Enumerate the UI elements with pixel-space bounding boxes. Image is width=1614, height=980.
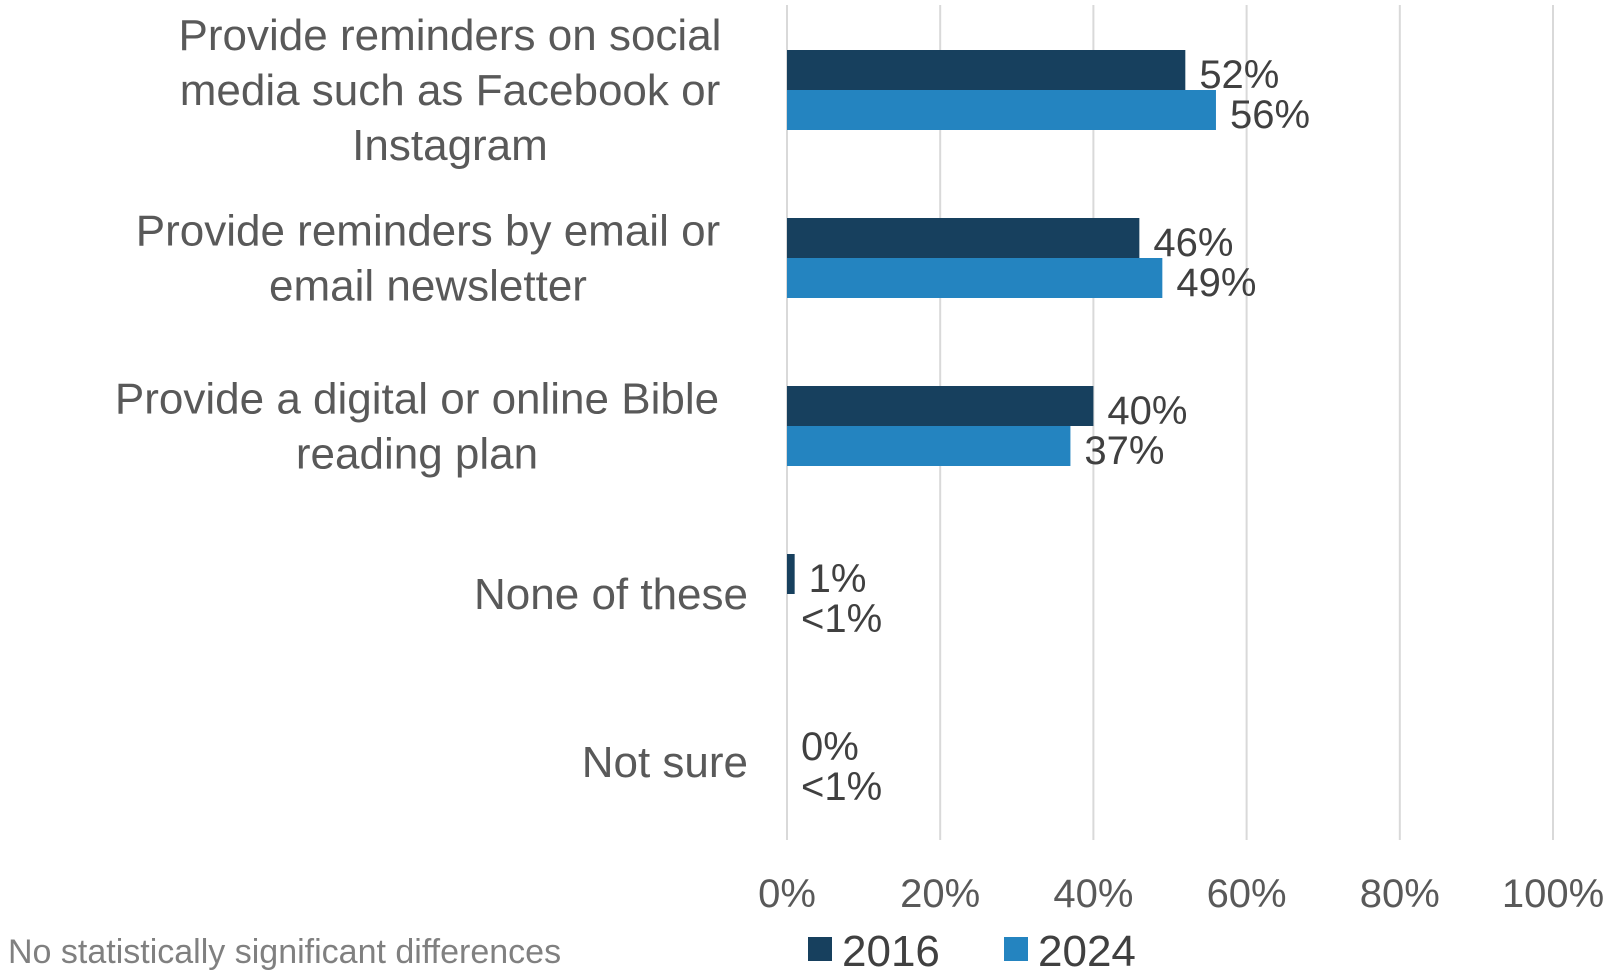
bar-2016 (787, 554, 795, 594)
category-label: Provide a digital or online Bible reading… (115, 375, 719, 479)
data-labels: 52% 46% 40% 1% 0% 56% 49% 37% <1% <1% (801, 53, 1310, 809)
legend: 2016 2024 (808, 927, 1136, 976)
category-label: Provide reminders on social media such as… (179, 11, 722, 170)
data-label-2024: 56% (1230, 93, 1310, 137)
category-label: Provide reminders by email or email newsl… (136, 207, 720, 311)
footnote: No statistically significant differences (8, 933, 561, 971)
data-label-2024: <1% (801, 765, 882, 809)
data-label-2016: 52% (1199, 53, 1279, 97)
data-label-2016: 0% (801, 725, 859, 769)
category-label: None of these (474, 570, 748, 619)
bars (787, 50, 1216, 594)
data-label-2016: 40% (1107, 389, 1187, 433)
data-label-2016: 46% (1153, 221, 1233, 265)
bar-2024 (787, 90, 1216, 130)
bar-2024 (787, 258, 1163, 298)
category-label: Not sure (582, 738, 748, 787)
x-tick-label: 100% (1502, 872, 1604, 916)
data-label-2024: 37% (1084, 429, 1164, 473)
legend-label-2016: 2016 (842, 927, 940, 976)
data-label-2024: 49% (1176, 261, 1256, 305)
x-tick-label: 0% (758, 872, 816, 916)
bar-2016 (787, 386, 1094, 426)
x-tick-label: 60% (1207, 872, 1287, 916)
x-tick-label: 80% (1360, 872, 1440, 916)
x-tick-label: 20% (900, 872, 980, 916)
legend-swatch-2024 (1004, 937, 1028, 961)
x-axis-tick-labels: 0% 20% 40% 60% 80% 100% (758, 872, 1604, 916)
legend-label-2024: 2024 (1038, 927, 1136, 976)
data-label-2016: 1% (809, 557, 867, 601)
legend-swatch-2016 (808, 937, 832, 961)
bar-2016 (787, 50, 1186, 90)
data-label-2024: <1% (801, 597, 882, 641)
bar-2016 (787, 218, 1140, 258)
x-tick-label: 40% (1053, 872, 1133, 916)
bar-2024 (787, 426, 1071, 466)
category-labels: Provide reminders on social media such as… (115, 11, 748, 787)
